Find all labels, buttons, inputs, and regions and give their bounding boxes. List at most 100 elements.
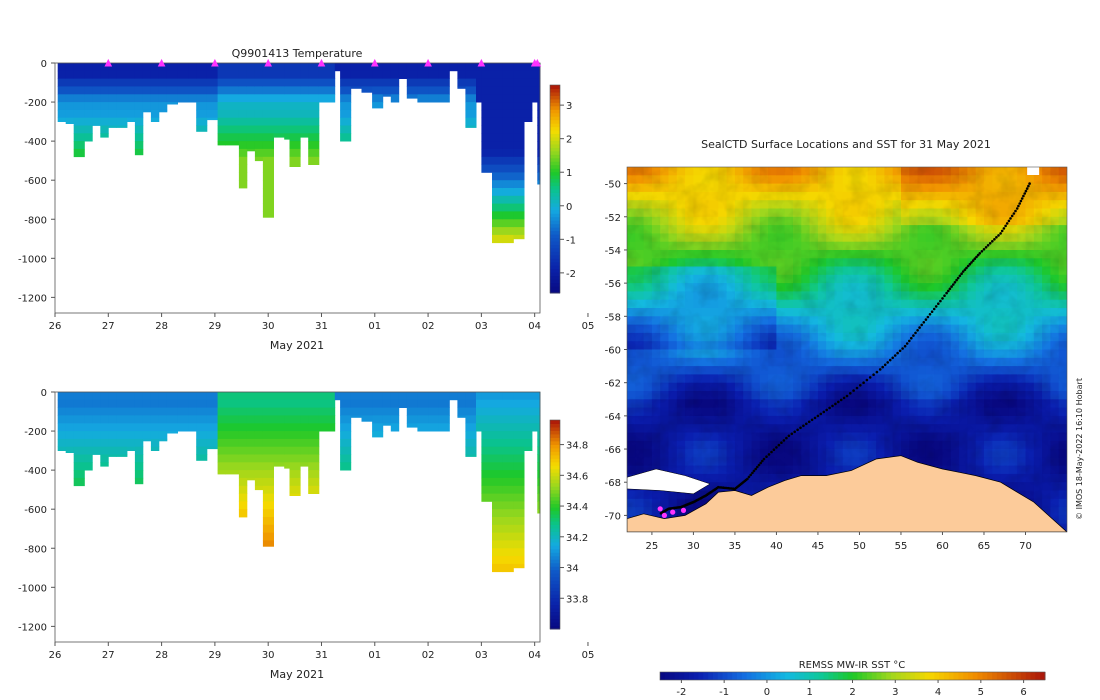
section-cell [300,438,309,448]
lon-tick-label: 55 [895,541,908,552]
section-cell [318,86,336,95]
section-cell [492,532,504,541]
section-cell [300,63,309,72]
section-cell [100,117,109,126]
track-point [943,294,946,298]
section-cell [502,477,514,487]
section-cell [108,392,117,401]
section-cell [438,86,450,95]
section-cell [73,70,85,79]
section-cell [57,117,67,122]
track-point [855,386,859,390]
colorbar-swatch [550,437,560,442]
track-point [932,307,936,311]
section-cell [238,94,248,103]
section-cell [134,438,144,448]
track-point [928,313,932,316]
track-point [980,250,984,253]
colorbar-swatch [1011,672,1017,680]
section-cell [150,78,160,87]
track-point [659,512,663,515]
section-cell [84,63,93,72]
section-cell [308,78,320,87]
section-cell [350,63,362,72]
section-cell [254,156,264,162]
section-cell [238,180,248,189]
track-point [775,446,778,449]
section-cell [300,86,309,95]
section-cell [428,415,440,424]
section-cell [73,148,85,158]
section-cell [502,532,514,541]
track-point [878,368,882,371]
section-cell [372,415,384,424]
section-cell [238,133,248,142]
section-cell [108,94,117,103]
section-cell [196,94,208,103]
colorbar-swatch [804,672,810,680]
track-point [756,465,759,469]
section-cell [262,70,274,79]
section-cell [502,431,514,440]
section-cell [524,392,533,401]
section-cell [308,148,320,158]
section-cell [513,462,525,471]
section-cell [206,438,218,448]
colorbar-swatch [910,672,916,680]
recent-location [661,512,668,519]
section-cell [502,78,514,87]
section-cell [513,211,525,220]
track-point [960,272,963,276]
section-cell [524,446,533,451]
section-cell [273,446,285,455]
section-cell [73,446,85,455]
colorbar-swatch [550,468,560,473]
colorbar-swatch [891,672,897,680]
section-cell [481,392,493,401]
track-point [975,255,978,259]
no-data-patch [1027,167,1040,175]
section-cell [254,423,264,432]
section-cell [65,117,75,124]
section-cell [340,392,352,401]
track-point [988,242,992,245]
section-cell [438,407,450,416]
section-cell [465,125,477,128]
section-cell [350,78,362,87]
section-cell [238,477,248,487]
colorbar-swatch [693,672,699,680]
section-cell [262,399,274,408]
colorbar-swatch [669,672,675,680]
section-cell [262,211,274,218]
section-cell [428,407,440,416]
section-cell [116,392,128,401]
track-point [905,342,909,345]
section-cell [65,94,75,103]
section-cell [238,407,248,416]
colorbar-swatch [833,672,839,680]
section-cell [142,392,152,401]
section-cell [100,431,109,440]
section-cell [127,86,136,95]
section-cell [150,399,160,408]
section-cell [513,70,525,79]
section-cell [390,63,400,72]
section-cell [502,407,514,416]
section-cell [492,70,504,79]
section-cell [513,125,525,134]
section-cell [340,438,352,448]
track-point [976,253,980,257]
section-cell [284,117,290,126]
section-cell [57,399,67,408]
section-cell [254,392,264,401]
section-cell [492,431,504,440]
section-cell [300,94,309,103]
section-cell [428,399,440,408]
section-cell [177,86,189,95]
colorbar-swatch [550,133,560,138]
section-cell [116,454,128,457]
y-tick-label: -1200 [18,622,47,633]
section-cell [73,407,85,416]
section-cell [73,399,85,408]
section-cell [188,63,197,72]
